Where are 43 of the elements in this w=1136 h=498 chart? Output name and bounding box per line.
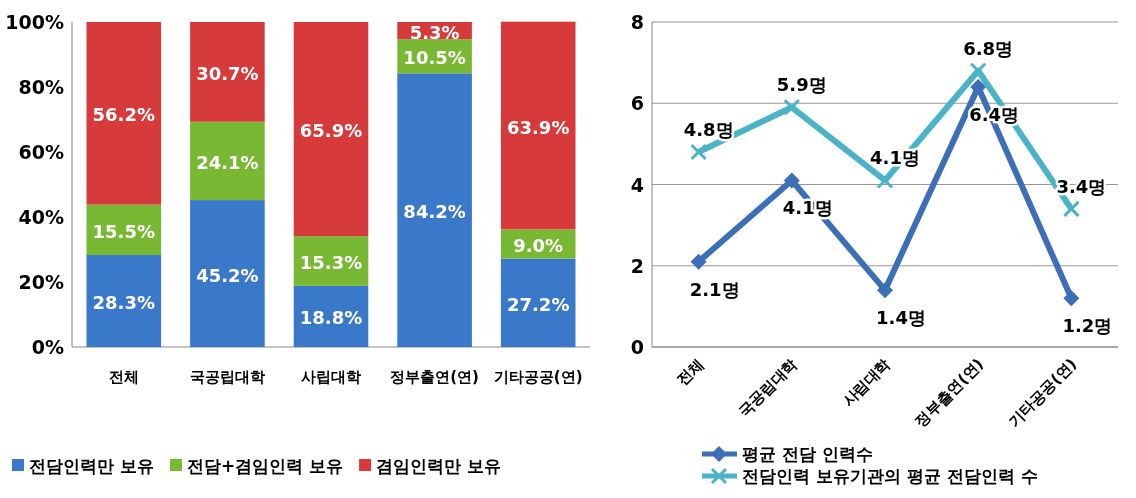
y-tick-label: 20%: [18, 271, 64, 293]
data-label: 2.1명: [689, 278, 740, 300]
y-tick-label: 4: [630, 173, 644, 196]
data-label: 6.8명: [963, 37, 1014, 59]
data-label: 65.9%: [299, 120, 363, 142]
data-label: 18.8%: [299, 307, 363, 329]
data-label: 63.9%: [506, 116, 570, 138]
x-tick-label: 기타공공(연): [493, 368, 583, 386]
y-tick-label: 6: [630, 92, 644, 115]
legend-label: 겸임인력만 보유: [376, 456, 502, 476]
data-label: 24.1%: [196, 151, 259, 173]
data-label: 10.5%: [403, 47, 466, 69]
x-tick-label: 사립대학: [301, 368, 361, 386]
data-label: 30.7%: [196, 62, 259, 84]
legend-label: 전담인력 보유기관의 평균 전담인력 수: [742, 466, 1038, 486]
data-label: 4.8명: [683, 119, 734, 140]
y-tick-label: 80%: [18, 76, 64, 98]
x-tick-label: 전체: [108, 368, 139, 386]
data-label: 45.2%: [196, 264, 259, 286]
data-label: 15.3%: [299, 252, 363, 274]
x-tick-label: 정부출연(연): [390, 368, 479, 386]
data-label: 1.2명: [1062, 315, 1113, 337]
y-tick-label: 60%: [18, 141, 64, 163]
y-tick-label: 0: [630, 336, 644, 358]
x-tick-label: 국공립대학: [189, 368, 265, 386]
data-label: 1.4명: [876, 307, 926, 329]
data-label: 15.5%: [92, 220, 156, 242]
x-tick-label: 전체: [673, 355, 708, 390]
data-label: 5.9명: [776, 74, 827, 96]
y-tick-label: 8: [630, 11, 644, 33]
legend-label: 전담+겸임인력 보유: [186, 456, 344, 476]
legend-label: 평균 전담 인력수: [742, 444, 873, 464]
data-label: 28.3%: [92, 292, 156, 314]
y-tick-label: 2: [630, 254, 644, 277]
y-tick-label: 0%: [31, 336, 64, 358]
legend-label: 전담인력만 보유: [29, 456, 154, 476]
data-label: 27.2%: [506, 293, 570, 315]
data-label: 56.2%: [92, 104, 156, 126]
data-label: 84.2%: [403, 201, 466, 223]
data-label: 9.0%: [513, 234, 564, 256]
y-tick-label: 40%: [18, 206, 64, 228]
data-label: 5.3%: [409, 21, 460, 43]
y-tick-label: 100%: [5, 11, 64, 33]
